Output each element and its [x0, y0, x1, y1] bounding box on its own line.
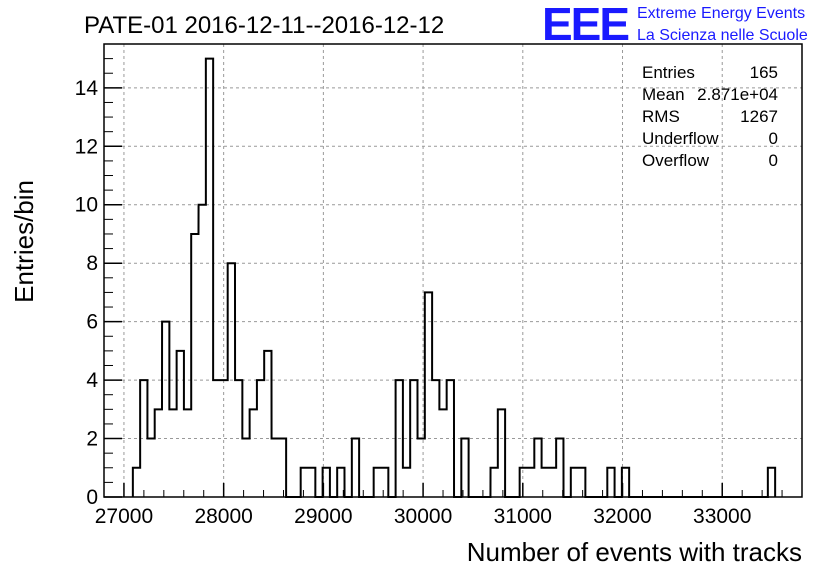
histogram-bin [279, 439, 286, 497]
x-tick-label: 29000 [294, 505, 352, 528]
histogram-bin [571, 468, 578, 497]
histogram-bin [257, 380, 264, 497]
histogram-bin [447, 380, 454, 497]
histogram-bin [498, 409, 505, 497]
stats-label: Underflow [642, 129, 719, 148]
histogram-bin [169, 409, 176, 497]
x-tick-label: 31000 [494, 505, 552, 528]
axis-ticks: 27000 28000 29000 30000 31000 32000 33000 0 2 4 6 8… [75, 58, 803, 528]
stats-value: 0 [769, 151, 778, 170]
histogram-bin [439, 409, 446, 497]
x-axis-title: Number of events with tracks [467, 537, 802, 567]
histogram-bin [228, 263, 235, 497]
histogram-bin [461, 439, 468, 497]
histogram-bin [527, 468, 534, 497]
stats-label: Overflow [642, 151, 710, 170]
histogram-bin [432, 380, 439, 497]
histogram-bin [133, 468, 140, 497]
y-tick-label: 12 [75, 135, 98, 158]
plot-frame [103, 43, 803, 498]
histogram-bin [308, 468, 315, 497]
histogram-bin [213, 380, 220, 497]
histogram-bin [410, 380, 417, 497]
histogram-bin [155, 409, 162, 497]
stats-value: 0 [769, 129, 778, 148]
stats-value: 165 [750, 63, 778, 82]
logo-mark: EEE [542, 0, 628, 50]
y-axis-title: Entries/bin [9, 180, 39, 303]
histogram-bin [184, 409, 191, 497]
histogram-bin [206, 59, 213, 497]
y-tick-label: 10 [75, 194, 98, 217]
y-tick-label: 14 [75, 77, 99, 100]
histogram-bin [374, 468, 381, 497]
histogram-bin [140, 380, 147, 497]
histogram-bin [381, 468, 388, 497]
x-tick-label: 32000 [593, 505, 651, 528]
x-tick-label: 33000 [693, 505, 751, 528]
histogram-bin [352, 439, 359, 497]
histogram-bin [177, 351, 184, 497]
histogram-bin [272, 439, 279, 497]
stats-value: 1267 [740, 107, 778, 126]
histogram-bin [162, 322, 169, 497]
stats-label: Entries [642, 63, 695, 82]
histogram-bin [396, 380, 403, 497]
histogram-bin [301, 468, 308, 497]
x-tick-label: 30000 [394, 505, 452, 528]
y-tick-label: 0 [86, 486, 98, 509]
logo-line-1: Extreme Energy Events [637, 5, 805, 22]
stats-label: RMS [642, 107, 680, 126]
histogram-bin [191, 234, 198, 497]
histogram-bin [425, 292, 432, 497]
x-tick-label: 28000 [194, 505, 252, 528]
histogram-bin [220, 380, 227, 497]
histogram-bin [403, 468, 410, 497]
y-tick-label: 6 [86, 311, 98, 334]
histogram-bin [491, 468, 498, 497]
stats-label: Mean [642, 85, 685, 104]
histogram-bin [768, 468, 775, 497]
histogram-bin [264, 351, 271, 497]
histogram-bin [534, 439, 541, 497]
chart-title: PATE-01 2016-12-11--2016-12-12 [84, 12, 444, 39]
histogram-bin [607, 468, 614, 497]
histogram-bin [578, 468, 585, 497]
histogram-bin [235, 380, 242, 497]
y-tick-label: 8 [86, 252, 98, 275]
x-tick-label: 27000 [95, 505, 153, 528]
stats-box: Entries 165 Mean 2.871e+04 RMS 1267 Underflow 0… [642, 63, 778, 170]
y-tick-label: 4 [86, 369, 98, 392]
histogram-bin [556, 439, 563, 497]
histogram-bin [242, 439, 249, 497]
histogram-bin [250, 409, 257, 497]
y-tick-label: 2 [86, 428, 98, 451]
histogram-bin [199, 205, 206, 497]
logo-line-2: La Scienza nelle Scuole [637, 27, 808, 44]
stats-value: 2.871e+04 [697, 85, 778, 104]
histogram-bin [549, 468, 556, 497]
eee-logo: EEE Extreme Energy Events La Scienza nel… [542, 0, 808, 50]
histogram-bin [147, 439, 154, 497]
